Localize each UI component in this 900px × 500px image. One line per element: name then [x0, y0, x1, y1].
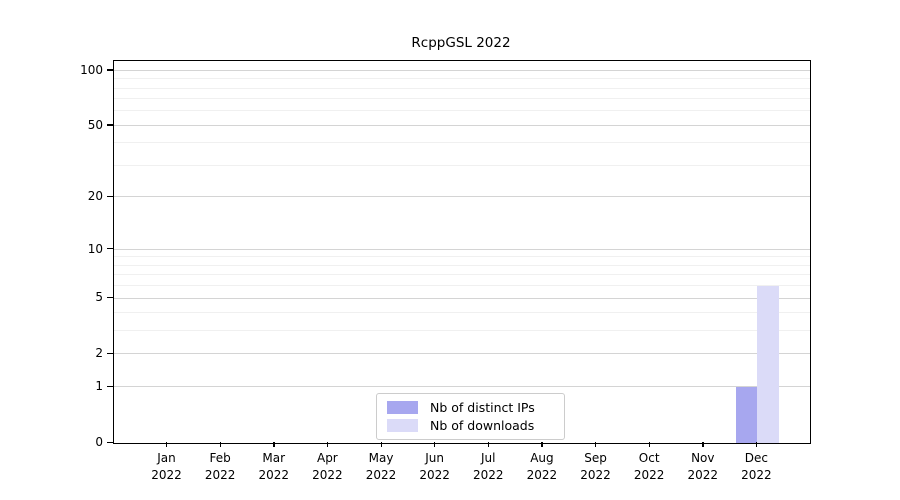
- legend-item-downloads: Nb of downloads: [387, 418, 554, 433]
- gridline-minor: [114, 165, 810, 167]
- x-axis-tick: [487, 442, 490, 447]
- gridline-major: [114, 297, 810, 299]
- y-tick-label: 5: [95, 290, 103, 305]
- bar-downloads: [757, 286, 779, 443]
- y-axis-tick: [107, 69, 113, 71]
- x-axis-tick: [434, 442, 436, 447]
- legend-label-downloads: Nb of downloads: [430, 418, 535, 433]
- x-axis-tick: [380, 442, 382, 447]
- gridline-minor: [114, 256, 810, 258]
- gridline-major: [114, 124, 810, 126]
- x-axis-tick: [273, 442, 275, 447]
- x-axis-tick: [326, 442, 329, 447]
- x-axis-tick: [755, 442, 758, 447]
- gridline-major: [114, 353, 810, 355]
- x-axis-tick: [541, 442, 543, 447]
- x-axis-tick: [166, 442, 168, 447]
- x-tick-label: Aug 2022: [526, 451, 558, 482]
- gridline-major: [114, 69, 810, 71]
- x-tick-label: Jan 2022: [151, 451, 182, 482]
- y-axis-tick: [107, 441, 113, 443]
- x-tick-label: May 2022: [365, 451, 397, 482]
- gridline-minor: [114, 142, 810, 144]
- legend-item-distinct-ips: Nb of distinct IPs: [387, 400, 554, 415]
- y-tick-label: 10: [87, 241, 103, 256]
- y-tick-label: 2: [95, 346, 103, 361]
- x-tick-label: Feb 2022: [204, 451, 236, 482]
- gridline-minor: [114, 110, 810, 112]
- x-tick-label: Mar 2022: [258, 451, 290, 482]
- x-axis-tick: [219, 442, 221, 447]
- gridline-minor: [114, 98, 810, 100]
- y-axis-tick: [107, 296, 113, 299]
- x-axis-tick: [702, 442, 704, 447]
- y-axis-tick: [107, 385, 113, 387]
- gridline-minor: [114, 330, 810, 332]
- gridline-major: [114, 196, 810, 198]
- bar-distinct-ips: [735, 387, 758, 443]
- x-tick-label: Dec 2022: [741, 451, 772, 482]
- y-tick-label: 1: [95, 379, 103, 394]
- y-axis-tick: [107, 248, 113, 250]
- gridline-major: [114, 248, 810, 250]
- x-tick-label: Nov 2022: [687, 451, 719, 482]
- y-axis-tick: [107, 124, 113, 126]
- x-tick-label: Sep 2022: [580, 451, 611, 482]
- x-tick-label: Jul 2022: [472, 451, 504, 482]
- y-tick-label: 50: [87, 117, 103, 132]
- x-axis-tick: [595, 442, 597, 447]
- legend-swatch-downloads: [387, 419, 418, 432]
- y-axis-tick: [107, 195, 113, 198]
- legend-swatch-distinct-ips: [387, 401, 418, 414]
- chart-title: RcppGSL 2022: [411, 35, 511, 51]
- gridline-minor: [114, 87, 810, 89]
- gridline-minor: [114, 264, 810, 266]
- legend-label-distinct-ips: Nb of distinct IPs: [430, 400, 535, 415]
- y-tick-label: 100: [80, 62, 103, 77]
- gridline-minor: [114, 285, 810, 287]
- x-tick-label: Apr 2022: [312, 451, 343, 482]
- legend: Nb of distinct IPs Nb of downloads: [376, 393, 565, 440]
- x-tick-label: Oct 2022: [633, 451, 665, 482]
- gridline-minor: [114, 274, 810, 276]
- gridline-minor: [114, 78, 810, 80]
- x-tick-label: Jun 2022: [419, 451, 450, 482]
- y-tick-label: 20: [87, 189, 103, 204]
- y-axis-tick: [107, 352, 113, 355]
- y-tick-label: 0: [95, 435, 103, 449]
- x-axis-tick: [648, 442, 650, 447]
- gridline-major: [114, 386, 810, 388]
- plot-area: [113, 60, 811, 444]
- gridline-minor: [114, 312, 810, 314]
